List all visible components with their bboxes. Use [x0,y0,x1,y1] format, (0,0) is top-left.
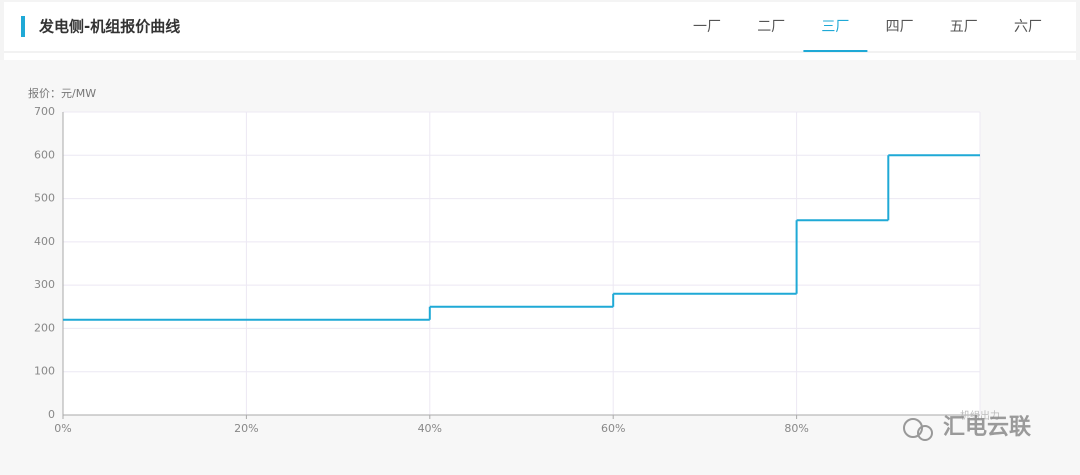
y-tick-label: 0 [48,408,55,421]
y-tick-label: 400 [34,235,55,248]
x-axis-label: 机组出力 [960,409,1000,422]
y-axis-label: 报价：元/MW [28,86,96,100]
active-tab-indicator [803,50,868,52]
tab[interactable]: 二厂 [757,19,785,35]
y-tick-label: 300 [34,278,55,291]
y-tick-label: 500 [34,192,55,205]
x-tick-label: 80% [784,422,808,435]
y-tick-label: 600 [34,148,55,161]
header-title: 发电侧-机组报价曲线 [38,18,180,36]
y-tick-label: 700 [34,105,55,118]
y-tick-label: 100 [34,365,55,378]
y-tick-label: 200 [34,321,55,334]
x-tick-label: 40% [418,422,442,435]
x-tick-label: 60% [601,422,625,435]
title-accent [21,16,25,37]
x-tick-label: 20% [234,422,258,435]
watermark-icon [903,418,923,438]
watermark-icon [917,425,933,441]
tab[interactable]: 三厂 [821,19,849,35]
watermark: 汇电云联 [943,415,1031,440]
x-tick-label: 0% [54,422,71,435]
tab[interactable]: 四厂 [886,19,914,35]
tab[interactable]: 六厂 [1014,19,1042,35]
tab[interactable]: 五厂 [950,19,978,35]
tab[interactable]: 一厂 [693,19,721,35]
plot-area [63,112,980,415]
